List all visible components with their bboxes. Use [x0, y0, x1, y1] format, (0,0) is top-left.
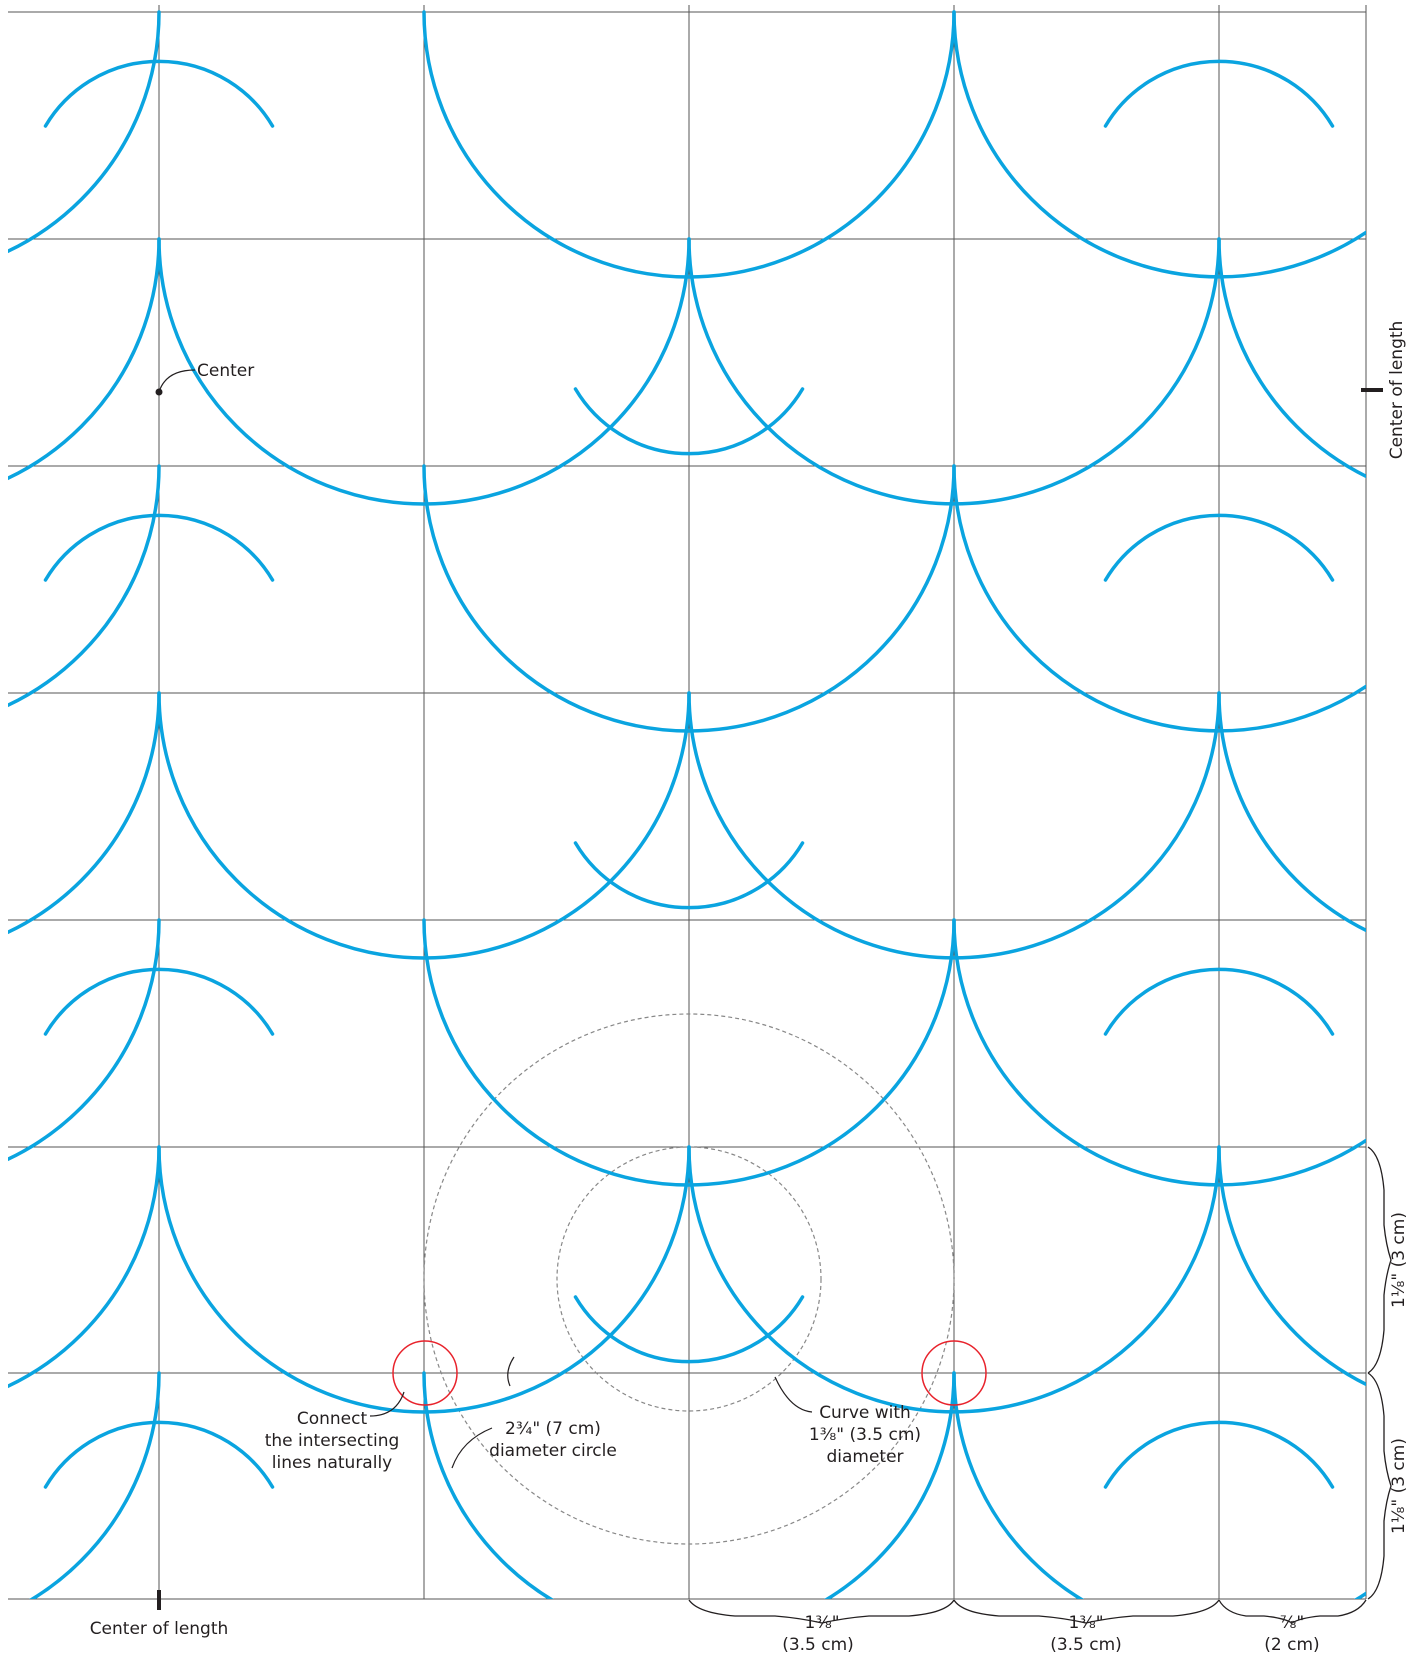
center-marker: Center	[155, 361, 254, 396]
dimension-braces	[688, 1146, 1392, 1624]
connect-label-1: Connect	[297, 1409, 368, 1429]
inner-arc-r3-1	[43, 513, 275, 582]
inner-arc-r2-1	[573, 387, 805, 456]
grid-lines	[8, 5, 1367, 1600]
circle-label-2: diameter circle	[489, 1441, 617, 1461]
circle-label-1: 2¾" (7 cm)	[505, 1419, 601, 1439]
construction-guides	[423, 1013, 955, 1545]
center-of-length-right-label: Center of length	[1387, 321, 1407, 460]
dim-v-1-label: 1⅛" (3 cm)	[1389, 1212, 1409, 1308]
scallop-arc-r1-2	[422, 10, 956, 279]
scallop-arc-r4-edge-right	[1217, 691, 1366, 933]
curve-label-2: 1⅜" (3.5 cm)	[809, 1425, 921, 1445]
dim-brace-h-1	[688, 1599, 955, 1624]
dim-brace-h-3	[1218, 1599, 1367, 1624]
guide-circle-small	[556, 1146, 822, 1412]
inner-arc-r1-2	[1103, 59, 1335, 128]
center-of-length-bottom-label: Center of length	[90, 1619, 229, 1639]
connect-leader	[369, 1391, 405, 1417]
scallop-arc-r7-2	[422, 1371, 956, 1599]
scallop-arc-r6-2	[687, 1145, 1221, 1414]
center-label: Center	[197, 361, 254, 381]
scallop-arc-r4-2	[687, 691, 1221, 960]
center-leader	[158, 369, 196, 393]
dim-h-3-metric: (2 cm)	[1264, 1635, 1319, 1655]
scallop-arc-r2-edge-left	[8, 237, 161, 481]
inner-arc-r7-2	[1103, 1420, 1335, 1489]
guide-circle-large	[423, 1013, 955, 1545]
scallop-arc-r5-3	[952, 918, 1366, 1187]
dim-brace-h-2	[953, 1599, 1220, 1624]
inner-arc-r6-1	[573, 1295, 805, 1364]
inner-arc-r5-2	[1103, 967, 1335, 1036]
curve-label-1: Curve with	[819, 1403, 911, 1423]
annotation-labels: Connect the intersecting lines naturally…	[90, 321, 1407, 1639]
inner-arc-r5-1	[43, 967, 275, 1036]
scallop-arc-r1-1	[8, 10, 161, 254]
scallop-arc-r6-1	[157, 1145, 691, 1414]
dimension-labels: 1⅜" (3.5 cm) 1⅜" (3.5 cm) ⅞" (2 cm) 1⅛" …	[782, 1212, 1409, 1655]
scallop-arc-r7-1	[28, 1371, 161, 1599]
dim-brace-v-1	[1367, 1146, 1392, 1374]
scallop-arc-r3-1	[8, 464, 161, 708]
scallop-arc-r2-2	[687, 237, 1221, 506]
connect-label-3: lines naturally	[272, 1453, 393, 1473]
dim-v-2-label: 1⅛" (3 cm)	[1389, 1438, 1409, 1534]
annotation-leaders	[369, 1356, 813, 1469]
inner-arc-r1-1	[43, 59, 275, 128]
circle-leader-b	[451, 1427, 493, 1469]
scallop-arc-r5-1	[8, 918, 161, 1162]
center-of-length-marks	[157, 388, 1383, 1610]
scallop-pattern	[8, 10, 1366, 1599]
scallop-arc-r6-edge-right	[1217, 1145, 1366, 1387]
dim-h-1-value: 1⅜"	[804, 1613, 839, 1633]
inner-arc-r4-1	[573, 841, 805, 910]
dim-brace-v-2	[1367, 1372, 1392, 1600]
highlight-circle-left	[392, 1340, 458, 1406]
connect-label-2: the intersecting	[265, 1431, 400, 1451]
dim-h-2-metric: (3.5 cm)	[1050, 1635, 1122, 1655]
scallop-arc-r3-3	[952, 464, 1366, 733]
curve-leader	[774, 1376, 813, 1413]
circle-leader-a	[507, 1356, 515, 1387]
scallop-arc-r4-edge-left	[8, 691, 161, 935]
highlight-circle-right	[921, 1340, 987, 1406]
scallop-arc-r2-1	[157, 237, 691, 506]
dim-h-1-metric: (3.5 cm)	[782, 1635, 854, 1655]
scallop-arc-r1-3	[952, 10, 1366, 279]
scallop-arc-r6-edge-left	[8, 1145, 161, 1389]
curve-label-3: diameter	[826, 1447, 903, 1467]
scallop-arc-r7-3	[952, 1371, 1366, 1599]
scallop-arc-r4-1	[157, 691, 691, 960]
dim-h-3-value: ⅞"	[1280, 1613, 1304, 1633]
scallop-arc-r2-edge-right	[1217, 237, 1366, 479]
scallop-arc-r3-2	[422, 464, 956, 733]
dim-h-2-value: 1⅜"	[1068, 1613, 1103, 1633]
inner-arc-r7-1	[43, 1420, 275, 1489]
intersection-highlights	[392, 1340, 987, 1406]
inner-arc-r3-2	[1103, 513, 1335, 582]
scallop-arc-r5-2	[422, 918, 956, 1187]
